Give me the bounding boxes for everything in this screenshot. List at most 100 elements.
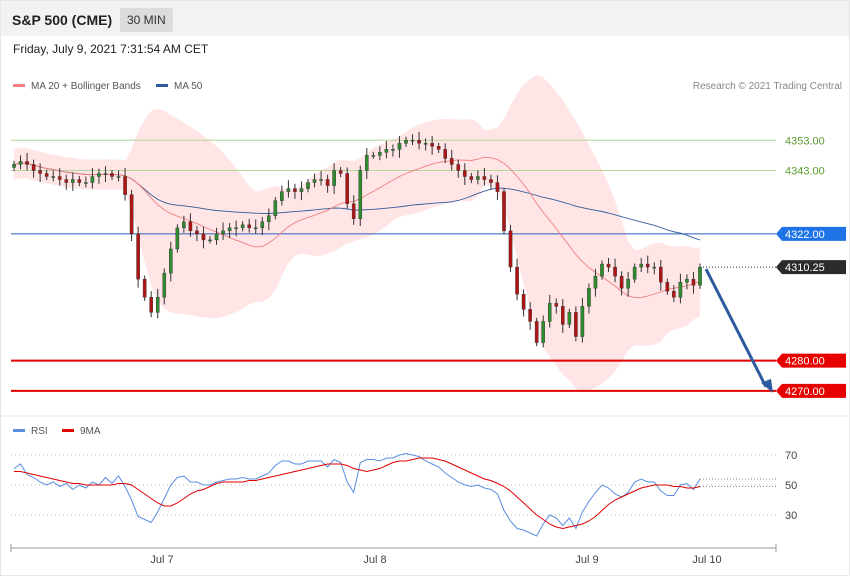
level-tag-4270.00 xyxy=(776,383,846,398)
candle xyxy=(110,169,114,181)
candle-body xyxy=(397,143,402,150)
candle xyxy=(567,308,572,329)
bollinger-band-area xyxy=(14,74,700,391)
candle xyxy=(521,289,526,317)
candle xyxy=(149,291,154,318)
header-bar: S&P 500 (CME) 30 MIN xyxy=(1,1,849,36)
candle-body xyxy=(247,224,252,229)
candle-body xyxy=(12,164,16,168)
candle-body xyxy=(77,179,82,183)
candle-body xyxy=(188,221,193,232)
candle xyxy=(515,258,519,301)
candle-body xyxy=(436,146,441,150)
candle-body xyxy=(358,170,363,219)
ma9-label: 9MA xyxy=(80,426,101,437)
rsi-line xyxy=(13,452,701,537)
candle xyxy=(227,223,232,239)
candle-body xyxy=(691,278,696,286)
candle-body xyxy=(665,281,670,292)
candle-body xyxy=(260,221,265,229)
candle-body xyxy=(351,203,356,219)
candle-body xyxy=(410,140,415,142)
candle xyxy=(84,176,88,188)
candle xyxy=(116,170,121,182)
candle-body xyxy=(456,164,461,171)
x-tick-label: Jul 8 xyxy=(363,554,386,566)
candle-body xyxy=(227,227,232,232)
candle xyxy=(685,274,689,290)
candle xyxy=(123,168,127,201)
candle-body xyxy=(306,182,310,189)
candle-body xyxy=(18,161,23,165)
candle-body xyxy=(142,278,147,298)
candle-body xyxy=(600,263,604,277)
candle xyxy=(247,218,252,233)
candle-body xyxy=(97,173,101,177)
candle-body xyxy=(182,221,186,229)
candle xyxy=(182,215,186,233)
candle-body xyxy=(476,176,480,180)
candle-body xyxy=(221,230,225,235)
candle xyxy=(267,208,271,231)
projection-arrow-head xyxy=(761,378,773,393)
candle-body xyxy=(541,321,545,343)
candle-body xyxy=(391,149,395,151)
level-tag-4322.00 xyxy=(776,226,846,241)
candle-body xyxy=(482,176,487,180)
candle xyxy=(554,298,559,314)
candle xyxy=(436,142,441,153)
candle xyxy=(469,172,474,184)
candle-body xyxy=(574,312,578,337)
legend-rsi: RSI xyxy=(13,426,48,437)
candle xyxy=(12,160,16,172)
candle-body xyxy=(312,179,317,183)
candle xyxy=(417,131,421,150)
candle-body xyxy=(423,143,428,145)
candle xyxy=(665,278,670,295)
candle-body xyxy=(57,176,62,180)
candle xyxy=(410,134,415,146)
candle xyxy=(449,149,454,171)
candle-body xyxy=(567,312,572,325)
candle xyxy=(430,136,434,155)
candle-body xyxy=(469,176,474,180)
candle xyxy=(162,268,167,305)
candle xyxy=(44,169,49,181)
candle-body xyxy=(652,266,657,269)
candle xyxy=(463,163,467,185)
candle xyxy=(691,271,696,294)
candle-body xyxy=(521,294,526,310)
candle-body xyxy=(378,152,382,156)
ma50-label: MA 50 xyxy=(174,81,203,92)
candle xyxy=(456,159,461,178)
candle xyxy=(351,195,356,225)
candle xyxy=(142,275,147,301)
candle xyxy=(508,224,513,272)
timestamp: Friday, July 9, 2021 7:31:54 AM CET xyxy=(13,42,209,56)
legend-ma50: MA 50 xyxy=(156,81,202,92)
candle-body xyxy=(384,149,389,153)
candle-body xyxy=(580,306,585,337)
candle-body xyxy=(547,303,552,322)
candle-body xyxy=(136,233,140,280)
candle xyxy=(587,283,591,314)
level-label-4270.00: 4270.00 xyxy=(785,386,825,398)
candle xyxy=(547,294,552,328)
candle xyxy=(240,221,245,232)
candle xyxy=(70,172,75,192)
candle-body xyxy=(84,182,88,184)
timeframe-badge[interactable]: 30 MIN xyxy=(120,8,173,32)
candle-body xyxy=(554,303,559,307)
candle xyxy=(502,187,506,235)
level-label-4280.00: 4280.00 xyxy=(785,356,825,368)
candle-body xyxy=(528,309,532,322)
last-price-label: 4310.25 xyxy=(785,262,825,274)
candle xyxy=(378,146,382,161)
level-label-4343.00: 4343.00 xyxy=(785,165,825,177)
candle xyxy=(345,167,350,209)
candle xyxy=(672,285,676,303)
candle-body xyxy=(51,176,55,178)
candle xyxy=(358,165,363,227)
candle xyxy=(534,317,539,347)
